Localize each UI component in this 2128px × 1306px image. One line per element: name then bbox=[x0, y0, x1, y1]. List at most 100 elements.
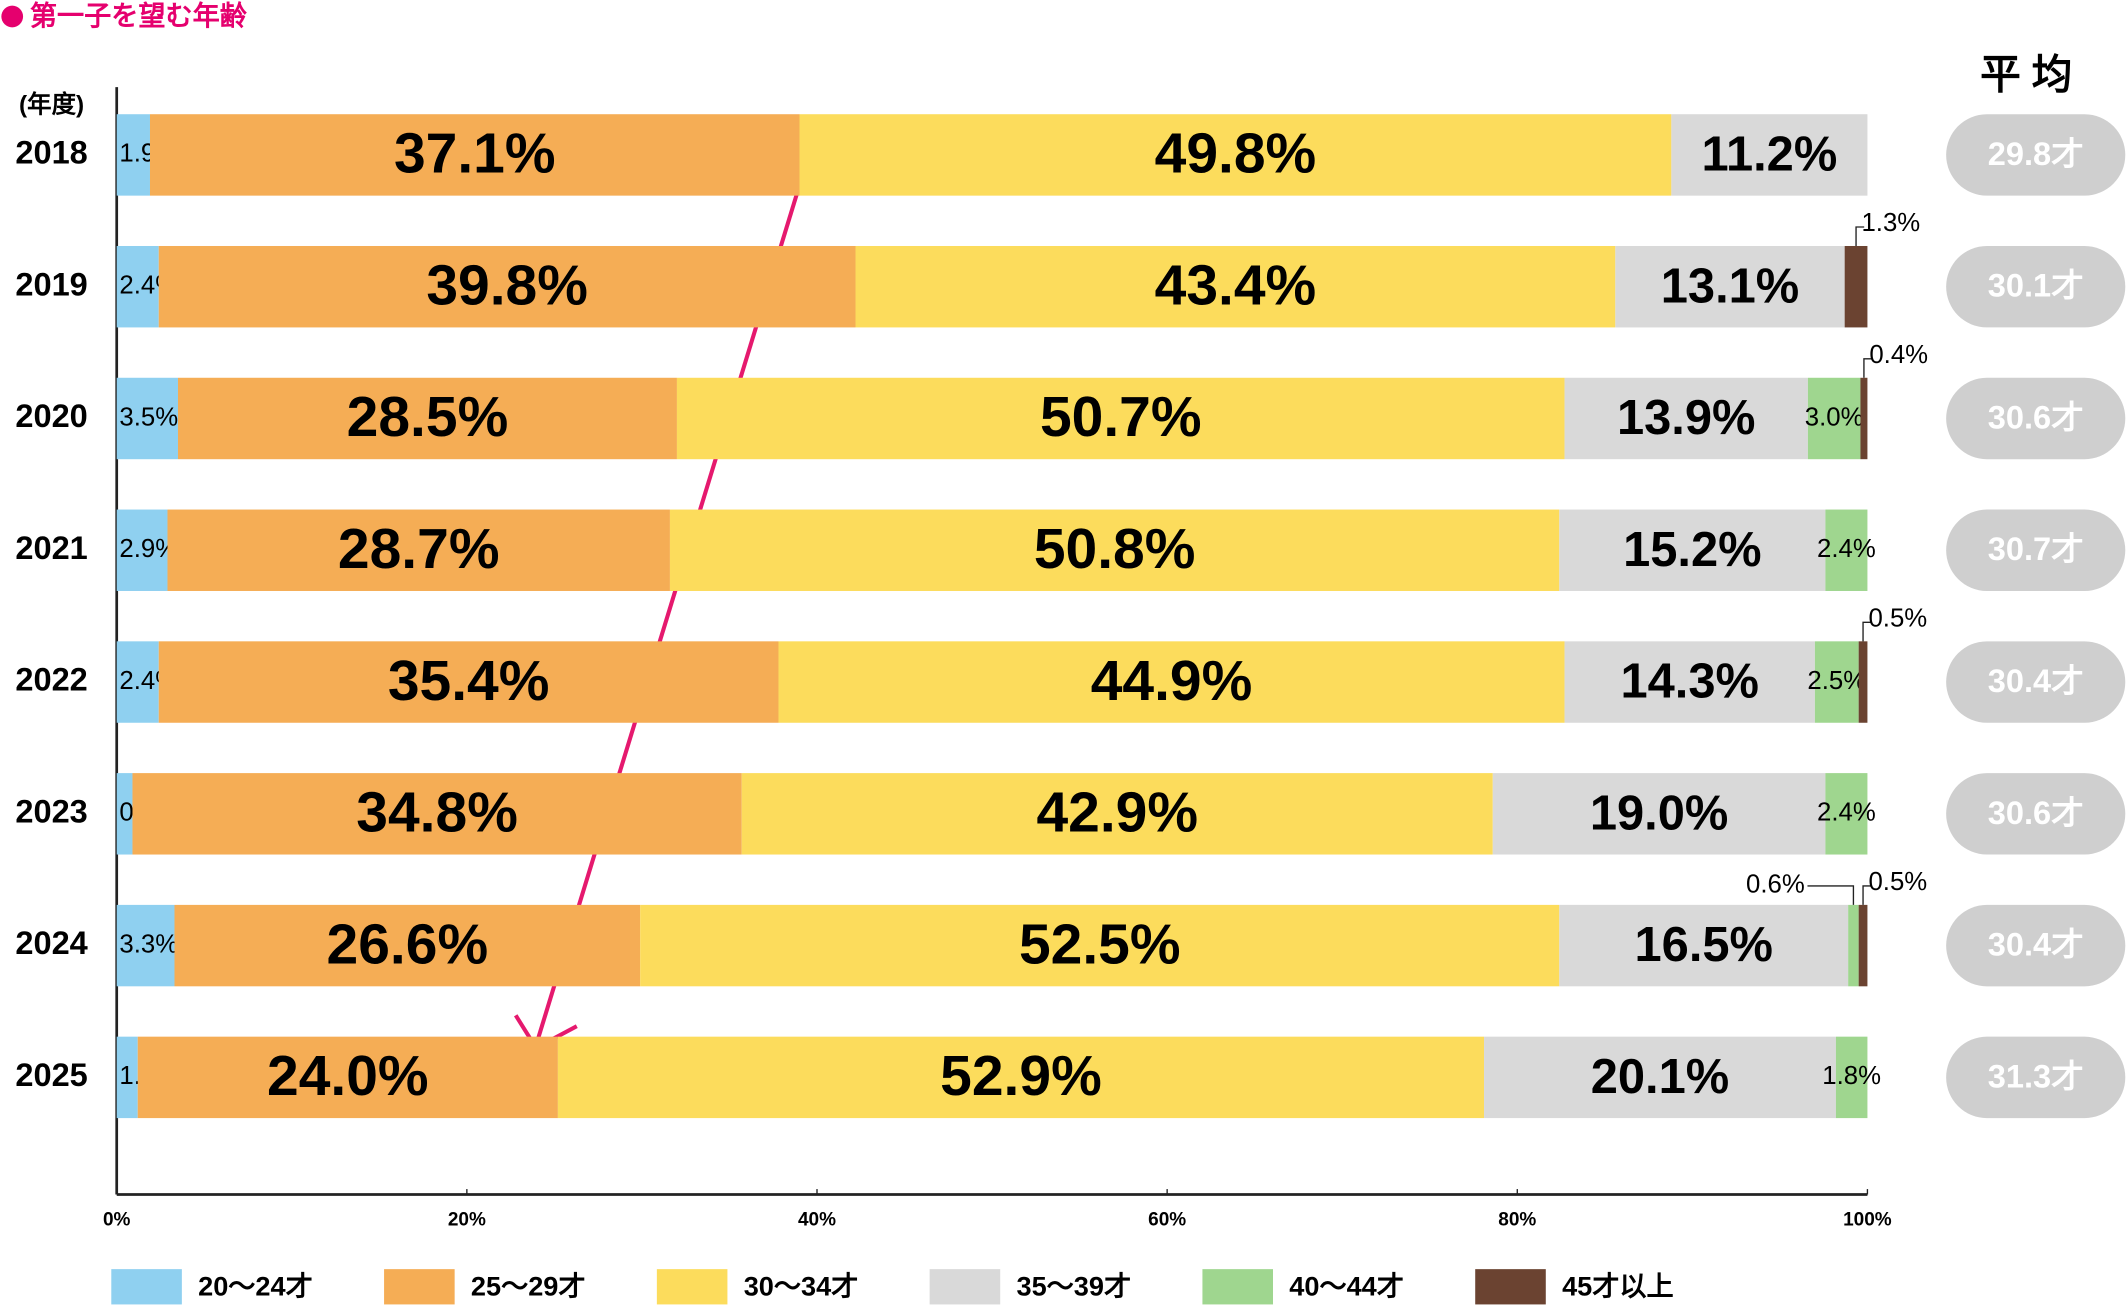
legend-label: 35〜39才 bbox=[1017, 1270, 1132, 1301]
data-label: 52.5% bbox=[1019, 912, 1181, 976]
bar-segment bbox=[1615, 245, 1845, 328]
bar-segment bbox=[132, 773, 742, 855]
data-label: 3.5% bbox=[119, 403, 178, 431]
bar-segment bbox=[1844, 245, 1868, 328]
data-label: 37.1% bbox=[394, 122, 556, 186]
data-label: 15.2% bbox=[1623, 523, 1762, 577]
bar-segment bbox=[1484, 1036, 1836, 1119]
leader-line bbox=[1855, 226, 1865, 246]
bar-segment bbox=[799, 114, 1672, 196]
average-label: 30.4才 bbox=[1988, 663, 2084, 699]
data-label: 0.6% bbox=[1746, 871, 1805, 899]
legend-label: 20〜24才 bbox=[198, 1270, 313, 1301]
legend-swatch bbox=[929, 1269, 1001, 1305]
legend-label: 45才以上 bbox=[1562, 1270, 1674, 1301]
bar-segment bbox=[116, 1036, 138, 1119]
data-label: 14.3% bbox=[1620, 655, 1759, 709]
x-tick-label: 80% bbox=[1498, 1209, 1536, 1230]
bar-segment bbox=[1848, 904, 1859, 987]
y-tick-label: 2020 bbox=[15, 398, 87, 434]
bar-segment bbox=[1564, 641, 1815, 723]
data-label: 35.4% bbox=[388, 649, 550, 713]
bar-segment bbox=[1825, 509, 1868, 591]
average-label: 30.1才 bbox=[1988, 268, 2084, 304]
bar-segment bbox=[1858, 904, 1868, 987]
bar-segment bbox=[1814, 641, 1859, 723]
data-label: 3.3% bbox=[119, 930, 178, 958]
average-pill bbox=[1946, 377, 2126, 460]
bar-segment bbox=[1835, 1036, 1868, 1119]
average-label: 30.6才 bbox=[1988, 399, 2084, 435]
bar-segment bbox=[1860, 377, 1868, 460]
bar-segment bbox=[116, 641, 159, 723]
data-label: 24.0% bbox=[267, 1044, 429, 1108]
chart-title: 第一子を望む年齢 bbox=[30, 0, 248, 31]
bar-segment bbox=[1858, 641, 1868, 723]
bar-segment bbox=[116, 773, 133, 855]
data-label: 42.9% bbox=[1036, 781, 1198, 845]
x-tick-label: 40% bbox=[798, 1209, 836, 1230]
bar-segment bbox=[1807, 377, 1861, 460]
data-label: 0.5% bbox=[1868, 604, 1927, 632]
data-label: 2.4% bbox=[1817, 799, 1876, 827]
average-header: 平均 bbox=[1980, 51, 2083, 97]
bar-segment bbox=[741, 773, 1493, 855]
bar-segment bbox=[158, 245, 856, 328]
bar-segment bbox=[158, 641, 779, 723]
bar-segment bbox=[137, 1036, 558, 1119]
y-tick-label: 2024 bbox=[15, 925, 87, 961]
y-tick-label: 2021 bbox=[15, 530, 87, 566]
data-label: 50.7% bbox=[1040, 385, 1202, 449]
bar-segment bbox=[1564, 377, 1808, 460]
data-label: 1.8% bbox=[1822, 1062, 1881, 1090]
y-tick-label: 2018 bbox=[15, 135, 87, 171]
bar-segment bbox=[116, 904, 175, 987]
legend-swatch bbox=[1202, 1269, 1273, 1305]
data-label: 44.9% bbox=[1091, 649, 1253, 713]
average-pill bbox=[1946, 1036, 2126, 1119]
data-label: 16.5% bbox=[1634, 918, 1773, 972]
bar-segment bbox=[1492, 773, 1826, 855]
leader-line bbox=[1862, 621, 1872, 642]
average-pill bbox=[1946, 904, 2126, 987]
data-label: 28.5% bbox=[347, 385, 509, 449]
data-label: 2.5% bbox=[1807, 667, 1866, 695]
data-label: 19.0% bbox=[1590, 786, 1729, 840]
average-label: 30.6才 bbox=[1988, 795, 2084, 831]
y-tick-label: 2025 bbox=[15, 1057, 87, 1093]
bar-segment bbox=[640, 904, 1560, 987]
x-tick-label: 20% bbox=[448, 1209, 486, 1230]
legend-label: 40〜44才 bbox=[1289, 1270, 1404, 1301]
average-label: 29.8才 bbox=[1988, 136, 2084, 172]
legend-label: 30〜34才 bbox=[744, 1270, 859, 1301]
bar-segment bbox=[1559, 509, 1826, 591]
y-tick-label: 2022 bbox=[15, 662, 87, 698]
data-label: 49.8% bbox=[1155, 122, 1317, 186]
bar-segment bbox=[116, 509, 168, 591]
data-label: 50.8% bbox=[1034, 517, 1196, 581]
average-pill bbox=[1946, 114, 2126, 196]
legend-swatch bbox=[111, 1269, 182, 1305]
bar-segment bbox=[557, 1036, 1485, 1119]
x-tick-label: 0% bbox=[103, 1209, 131, 1230]
data-label: 3.0% bbox=[1805, 403, 1864, 431]
data-label: 0.5% bbox=[1868, 868, 1927, 896]
data-label: 1.3% bbox=[1861, 209, 1920, 237]
average-pill bbox=[1946, 509, 2126, 591]
bar-segment bbox=[1671, 114, 1868, 196]
y-axis-label: (年度) bbox=[19, 91, 84, 119]
average-pill bbox=[1946, 245, 2126, 328]
data-label: 39.8% bbox=[426, 253, 588, 317]
bar-segment bbox=[778, 641, 1565, 723]
leader-line bbox=[1807, 885, 1855, 905]
x-tick-label: 100% bbox=[1843, 1209, 1892, 1230]
data-label: 52.9% bbox=[940, 1044, 1102, 1108]
bar-segment bbox=[116, 114, 150, 196]
bar-segment bbox=[116, 245, 159, 328]
data-label: 2.4% bbox=[1817, 535, 1876, 563]
data-label: 28.7% bbox=[338, 517, 500, 581]
legend-swatch bbox=[656, 1269, 728, 1305]
leader-line bbox=[1862, 885, 1872, 905]
